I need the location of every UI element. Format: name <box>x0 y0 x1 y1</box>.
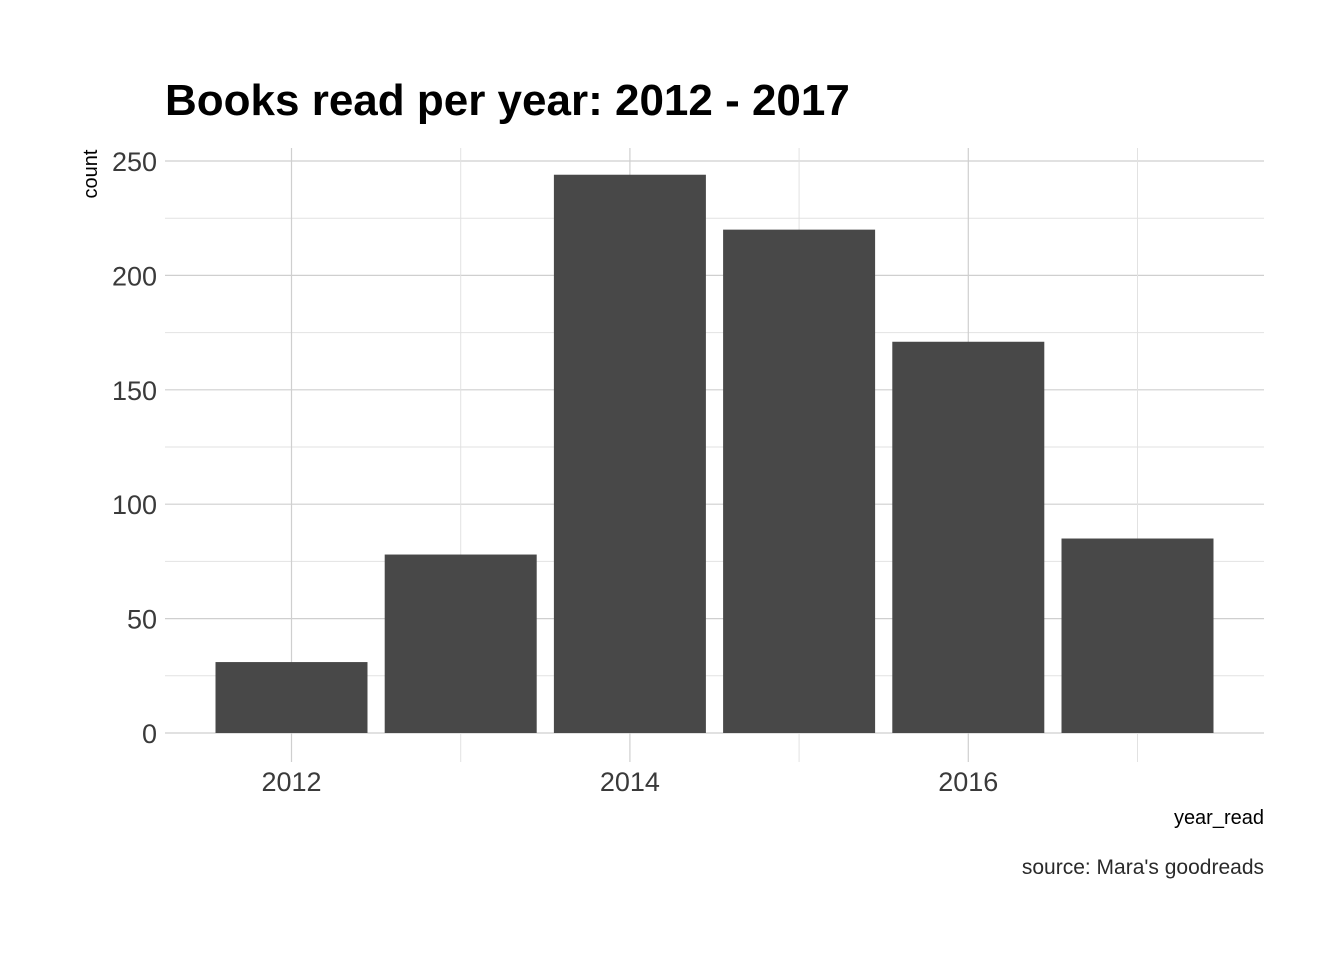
bar-2014 <box>553 174 706 733</box>
bar-2017 <box>1061 538 1214 733</box>
y-tick-label: 50 <box>127 605 157 635</box>
x-axis-title: year_read <box>1174 807 1264 829</box>
x-axis-ticks: 2012 2014 2016 <box>261 767 998 797</box>
y-tick-label: 250 <box>112 147 157 177</box>
x-tick-label: 2014 <box>600 767 660 797</box>
x-tick-label: 2016 <box>938 767 998 797</box>
x-tick-label: 2012 <box>261 767 321 797</box>
bar-2015 <box>723 229 876 733</box>
y-axis-ticks: 0 50 100 150 200 250 <box>112 147 157 749</box>
bar-2012 <box>215 662 368 733</box>
bar-2013 <box>384 554 537 733</box>
bars <box>215 174 1214 733</box>
y-tick-label: 100 <box>112 490 157 520</box>
y-tick-label: 0 <box>142 719 157 749</box>
chart-title: Books read per year: 2012 - 2017 <box>165 76 850 125</box>
y-tick-label: 200 <box>112 261 157 291</box>
chart-caption: source: Mara's goodreads <box>1022 856 1264 879</box>
y-tick-label: 150 <box>112 376 157 406</box>
bar-2016 <box>892 341 1045 733</box>
y-axis-title: count <box>80 149 102 198</box>
